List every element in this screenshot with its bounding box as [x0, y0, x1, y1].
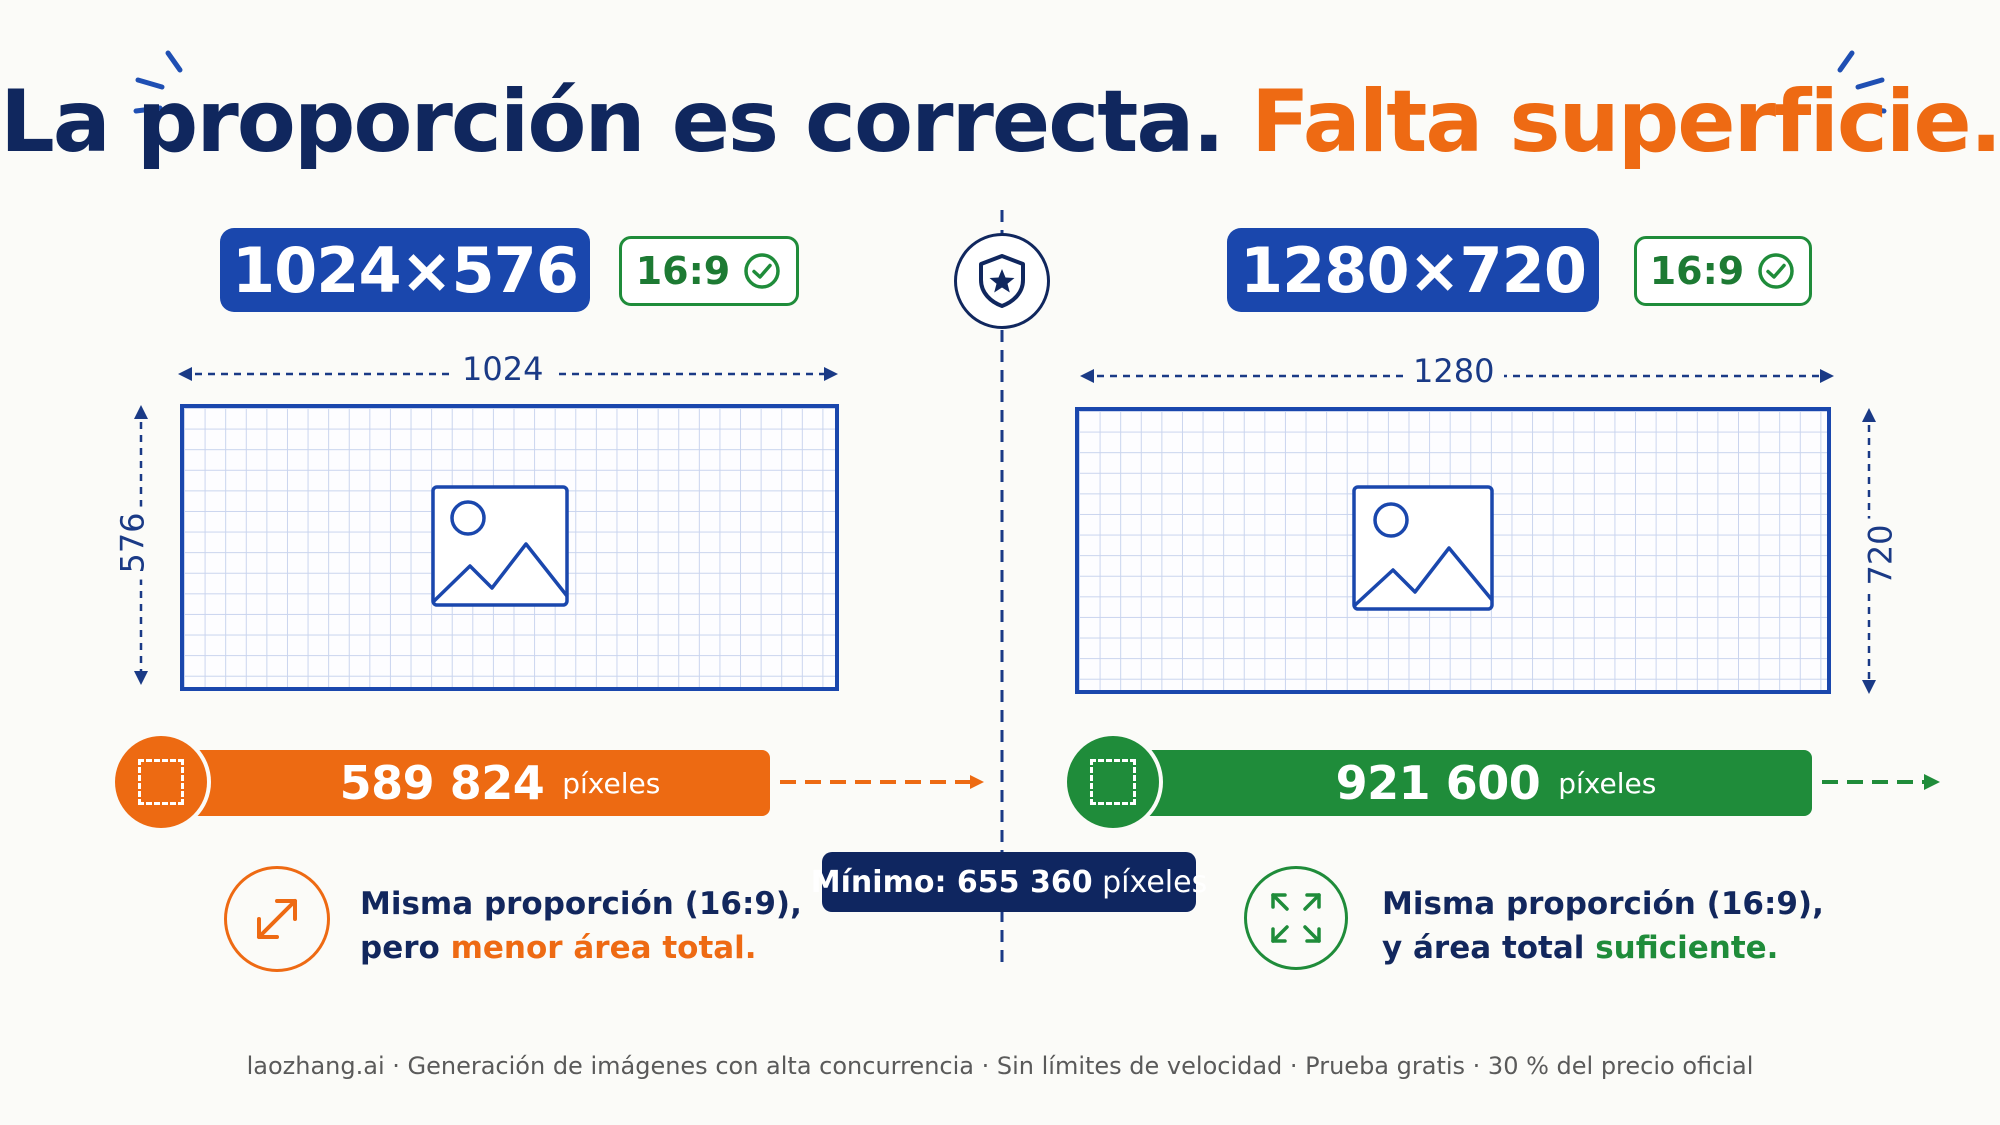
right-pixel-bar: 921 600 píxeles — [1140, 750, 1812, 816]
image-icon — [431, 485, 569, 607]
footer-text: laozhang.ai · Generación de imágenes con… — [246, 1052, 1754, 1080]
right-ratio-badge: 16:9 — [1634, 236, 1812, 306]
left-dashed-arrow — [780, 775, 984, 789]
right-height-label: 720 — [1861, 518, 1900, 592]
right-caption-prefix: y área total — [1382, 930, 1585, 966]
dashed-square-icon — [138, 759, 184, 805]
left-caption-line-1: Misma proporción (16:9), — [360, 886, 802, 922]
right-ratio-text: 16:9 — [1649, 249, 1745, 293]
right-resolution-badge: 1280×720 — [1227, 228, 1599, 312]
left-ratio-badge: 16:9 — [619, 236, 799, 306]
right-width-label: 1280 — [1403, 352, 1505, 390]
check-circle-icon — [1758, 253, 1795, 289]
right-caption: Misma proporción (16:9), y área total su… — [1382, 882, 1824, 970]
burst-left-decoration — [133, 50, 183, 114]
right-dashed-arrow — [1822, 774, 1940, 790]
left-pixel-count: 589 824 — [339, 756, 545, 810]
dashed-square-icon — [1090, 759, 1136, 805]
left-bar-circle — [115, 736, 207, 828]
expand-arrows-icon — [1244, 866, 1348, 970]
minimum-pixels-badge: Mínimo: 655 360 píxeles — [811, 852, 1207, 912]
left-width-label: 1024 — [452, 350, 554, 388]
title-part-2: Falta superficie. — [1251, 72, 2000, 172]
right-caption-line-1: Misma proporción (16:9), — [1382, 886, 1824, 922]
right-pixel-unit: píxeles — [1558, 766, 1657, 800]
left-resolution-badge: 1024×576 — [220, 228, 590, 312]
image-icon — [1352, 485, 1494, 611]
right-caption-highlight: suficiente. — [1595, 930, 1779, 966]
right-resolution-text: 1280×720 — [1240, 233, 1587, 307]
shield-star-icon — [954, 233, 1050, 329]
burst-right-decoration — [1837, 50, 1887, 114]
right-pixel-count: 921 600 — [1335, 756, 1541, 810]
right-width-dimension-line — [1080, 369, 1834, 383]
left-caption: Misma proporción (16:9), pero menor área… — [360, 882, 802, 970]
right-height-dimension-line — [1862, 408, 1876, 694]
right-bar-circle — [1067, 736, 1159, 828]
left-resolution-text: 1024×576 — [232, 233, 579, 307]
diagonal-arrows-icon — [224, 866, 330, 972]
left-ratio-text: 16:9 — [635, 249, 731, 293]
page-title: La proporción es correcta. Falta superfi… — [0, 72, 2000, 172]
minimum-unit: píxeles — [1102, 864, 1208, 900]
check-circle-icon — [744, 253, 781, 289]
minimum-value: Mínimo: 655 360 — [810, 864, 1093, 900]
left-height-label: 576 — [113, 506, 152, 580]
left-caption-line-2: pero menor área total. — [360, 926, 802, 970]
left-pixel-bar: 589 824 píxeles — [190, 750, 770, 816]
title-part-1: La proporción es correcta. — [0, 72, 1225, 172]
left-pixel-unit: píxeles — [562, 766, 661, 800]
left-caption-highlight: menor área total. — [450, 930, 757, 966]
right-caption-line-2: y área total suficiente. — [1382, 926, 1824, 970]
center-divider — [1000, 210, 1004, 970]
left-caption-prefix: pero — [360, 930, 440, 966]
